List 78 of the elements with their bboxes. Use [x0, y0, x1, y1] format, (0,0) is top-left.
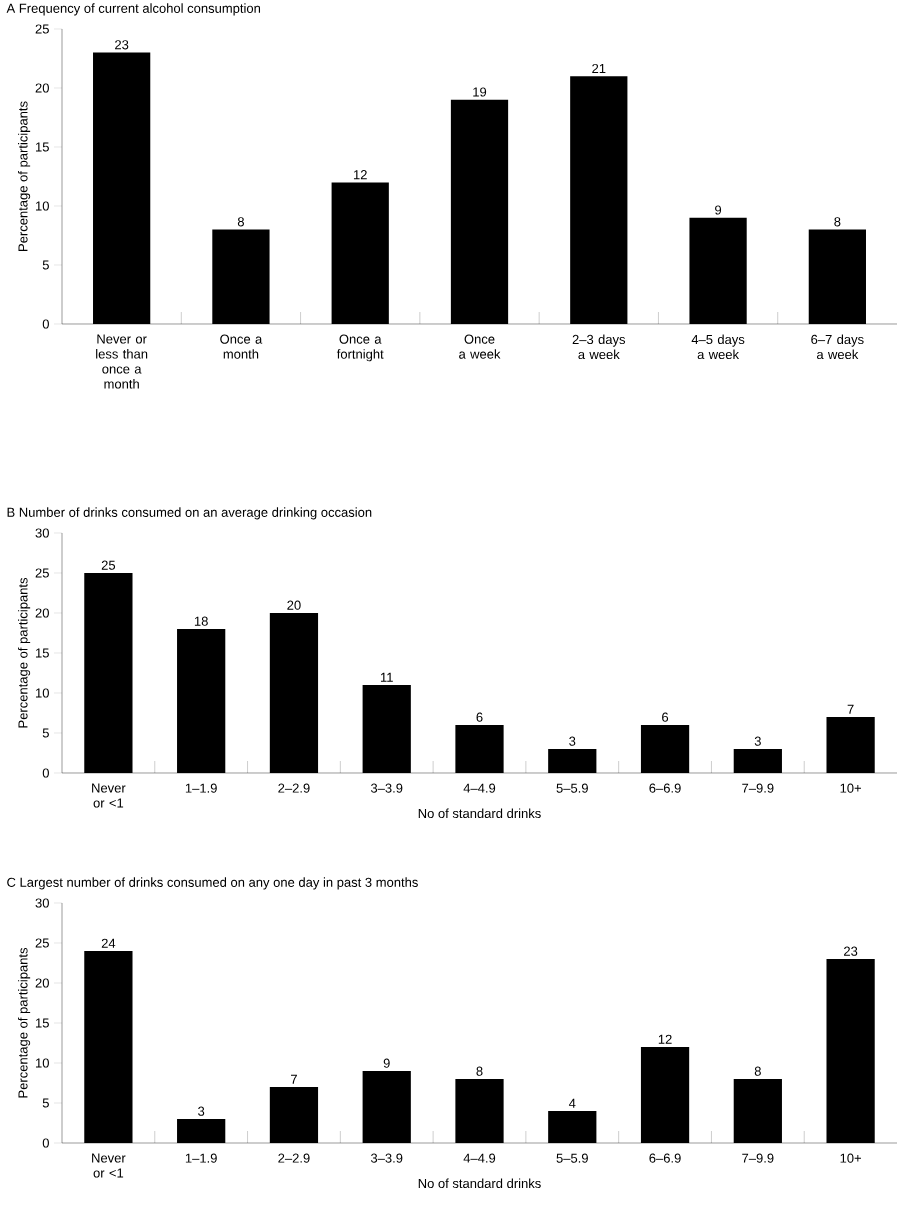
x-tick-label: 1–1.9 [185, 1153, 217, 1163]
x-tick-label: 6–7 days a week [811, 334, 864, 360]
x-tick-label: 2–2.9 [278, 1153, 310, 1163]
x-tick-label: 7–9.9 [742, 783, 774, 793]
data-label: 11 [380, 672, 393, 682]
x-tick-label: 1–1.9 [185, 783, 217, 793]
y-tick-label: 5 [42, 260, 49, 270]
y-tick-label: 10 [35, 1058, 49, 1068]
data-label: 19 [473, 87, 487, 97]
y-tick-label: 30 [35, 898, 49, 908]
y-tick-label: 20 [35, 978, 49, 988]
data-label: 6 [662, 712, 669, 722]
x-tick-label: 6–6.9 [649, 783, 681, 793]
data-label: 25 [101, 560, 116, 570]
y-tick-label: 10 [35, 688, 49, 698]
y-tick-label: 0 [42, 1138, 49, 1148]
data-label: 18 [194, 616, 208, 626]
data-label: 8 [237, 217, 244, 227]
y-axis-title: Percentage of participants [18, 947, 31, 1098]
x-tick-label: 3–3.9 [370, 1153, 403, 1163]
x-tick-label: Never or <1 [92, 783, 126, 808]
data-label: 6 [476, 712, 483, 722]
x-tick-label: 6–6.9 [649, 1153, 681, 1163]
x-tick-label: Once a month [220, 334, 263, 359]
x-tick-label: Once a week [459, 334, 501, 359]
x-tick-label: Never or <1 [92, 1153, 126, 1178]
x-tick-label: 2–3 days a week [572, 334, 626, 360]
y-tick-label: 15 [35, 142, 49, 152]
x-tick-label: 3–3.9 [370, 783, 403, 793]
chart-title: A Frequency of current alcohol consumption [6, 3, 261, 16]
data-label: 3 [569, 736, 576, 746]
data-label: 7 [847, 704, 854, 714]
x-tick-label: 4–4.9 [463, 1153, 496, 1163]
data-label: 7 [291, 1074, 297, 1084]
y-tick-label: 20 [35, 83, 49, 93]
data-label: 23 [844, 946, 858, 956]
y-tick-label: 25 [35, 568, 49, 578]
x-tick-label: 10+ [840, 1153, 861, 1163]
x-axis-title: No of standard drinks [418, 808, 541, 819]
data-label: 9 [715, 205, 722, 215]
chart-title: B Number of drinks consumed on an average drinking occasion [7, 507, 372, 520]
y-tick-label: 15 [35, 1018, 49, 1028]
chart-title: C Largest number of drinks consumed on any one day in past 3 months [7, 877, 418, 890]
y-tick-label: 0 [42, 319, 49, 329]
data-label: 20 [287, 600, 301, 610]
data-label: 9 [383, 1058, 390, 1068]
data-label: 4 [568, 1098, 576, 1108]
y-tick-label: 25 [35, 938, 49, 948]
y-tick-label: 0 [42, 768, 49, 778]
y-tick-label: 15 [35, 648, 49, 658]
data-label: 24 [101, 938, 116, 948]
y-tick-label: 5 [42, 1098, 49, 1108]
data-label: 8 [476, 1066, 483, 1076]
x-tick-label: 5–5.9 [556, 783, 588, 793]
y-tick-label: 10 [35, 201, 49, 211]
data-label: 12 [658, 1034, 672, 1044]
data-label: 8 [834, 217, 841, 227]
data-label: 8 [754, 1066, 761, 1076]
data-label: 23 [115, 40, 129, 50]
x-tick-label: 4–5 days a week [691, 334, 745, 360]
x-axis-title: No of standard drinks [418, 1178, 541, 1189]
x-tick-label: 5–5.9 [556, 1153, 588, 1163]
data-label: 3 [754, 736, 761, 746]
x-tick-label: Never or less than once a month [96, 334, 148, 389]
x-tick-label: Once a fortnight [336, 334, 384, 362]
y-tick-label: 5 [42, 728, 49, 738]
y-tick-label: 20 [35, 608, 49, 618]
y-axis-title: Percentage of participants [18, 101, 31, 251]
x-tick-label: 7–9.9 [742, 1153, 774, 1163]
data-label: 3 [198, 1106, 205, 1116]
y-axis-title: Percentage of participants [18, 577, 31, 728]
y-tick-label: 30 [35, 528, 49, 538]
y-tick-label: 25 [35, 24, 49, 34]
data-label: 21 [592, 63, 606, 73]
x-tick-label: 2–2.9 [278, 783, 310, 793]
x-tick-label: 10+ [840, 783, 861, 793]
data-label: 12 [353, 170, 367, 180]
x-tick-label: 4–4.9 [463, 783, 496, 793]
